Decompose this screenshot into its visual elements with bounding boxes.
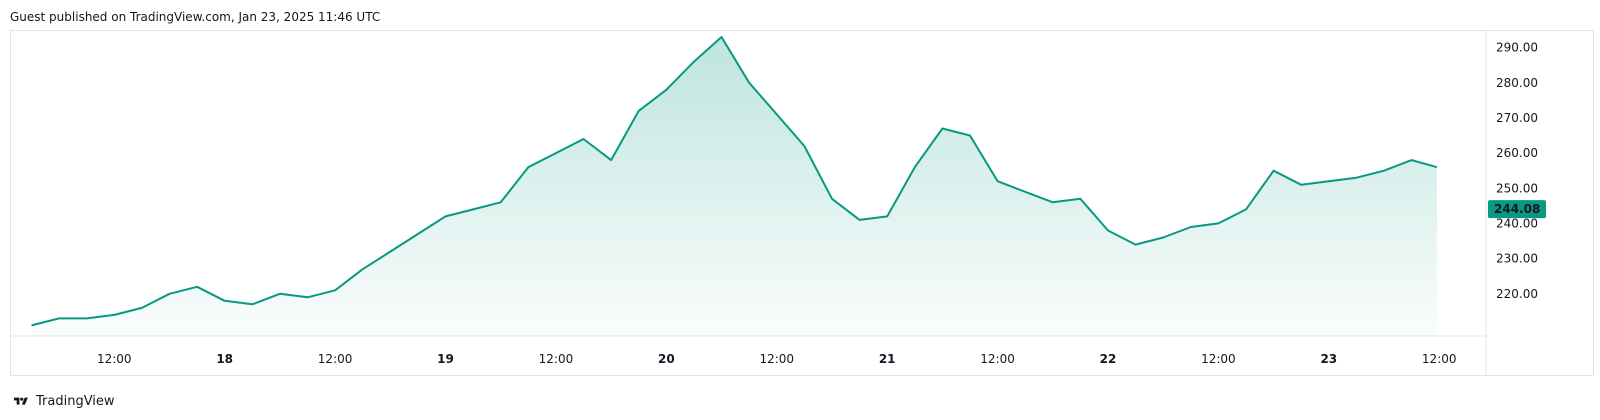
price-tick-label: 270.00 bbox=[1496, 111, 1538, 125]
time-axis: 12:00 18 12:00 19 12:00 20 12:00 21 12:00 22 12:00… bbox=[97, 352, 1457, 366]
price-tick-label: 290.00 bbox=[1496, 41, 1538, 55]
time-tick-label: 12:00 bbox=[539, 352, 574, 366]
price-axis: 220.00 230.00 240.00 250.00 260.00 270.00 280.… bbox=[1496, 41, 1538, 301]
time-tick-label: 12:00 bbox=[1201, 352, 1236, 366]
footer-brand: TradingView bbox=[11, 394, 115, 409]
time-tick-label: 22 bbox=[1100, 352, 1117, 366]
price-tick-label: 240.00 bbox=[1496, 216, 1538, 230]
time-tick-label: 21 bbox=[879, 352, 896, 366]
time-tick-label: 12:00 bbox=[980, 352, 1015, 366]
price-chart[interactable]: 220.00 230.00 240.00 250.00 260.00 270.00 280.… bbox=[10, 30, 1594, 380]
time-tick-label: 18 bbox=[216, 352, 233, 366]
price-tick-label: 280.00 bbox=[1496, 76, 1538, 90]
time-tick-label: 12:00 bbox=[759, 352, 794, 366]
price-area-fill bbox=[31, 37, 1437, 336]
price-tick-label: 260.00 bbox=[1496, 146, 1538, 160]
time-tick-label: 12:00 bbox=[1422, 352, 1457, 366]
price-tick-label: 230.00 bbox=[1496, 252, 1538, 266]
last-price-badge: 244.08 bbox=[1488, 200, 1546, 219]
time-tick-label: 20 bbox=[658, 352, 675, 366]
chart-frame: 220.00 230.00 240.00 250.00 260.00 270.00 280.… bbox=[10, 30, 1594, 380]
last-price-badge-bg bbox=[1488, 200, 1546, 219]
price-line bbox=[31, 36, 1438, 327]
published-caption: Guest published on TradingView.com, Jan … bbox=[10, 10, 381, 24]
last-price-label: 244.08 bbox=[1494, 202, 1540, 216]
price-tick-label: 250.00 bbox=[1496, 181, 1538, 195]
time-tick-label: 19 bbox=[437, 352, 454, 366]
tradingview-logo-icon bbox=[13, 397, 28, 405]
time-tick-label: 12:00 bbox=[97, 352, 132, 366]
chart-border bbox=[10, 30, 1594, 376]
time-tick-label: 12:00 bbox=[318, 352, 353, 366]
tradingview-brand-text: TradingView bbox=[36, 394, 115, 409]
price-tick-label: 220.00 bbox=[1496, 287, 1538, 301]
time-tick-label: 23 bbox=[1320, 352, 1337, 366]
